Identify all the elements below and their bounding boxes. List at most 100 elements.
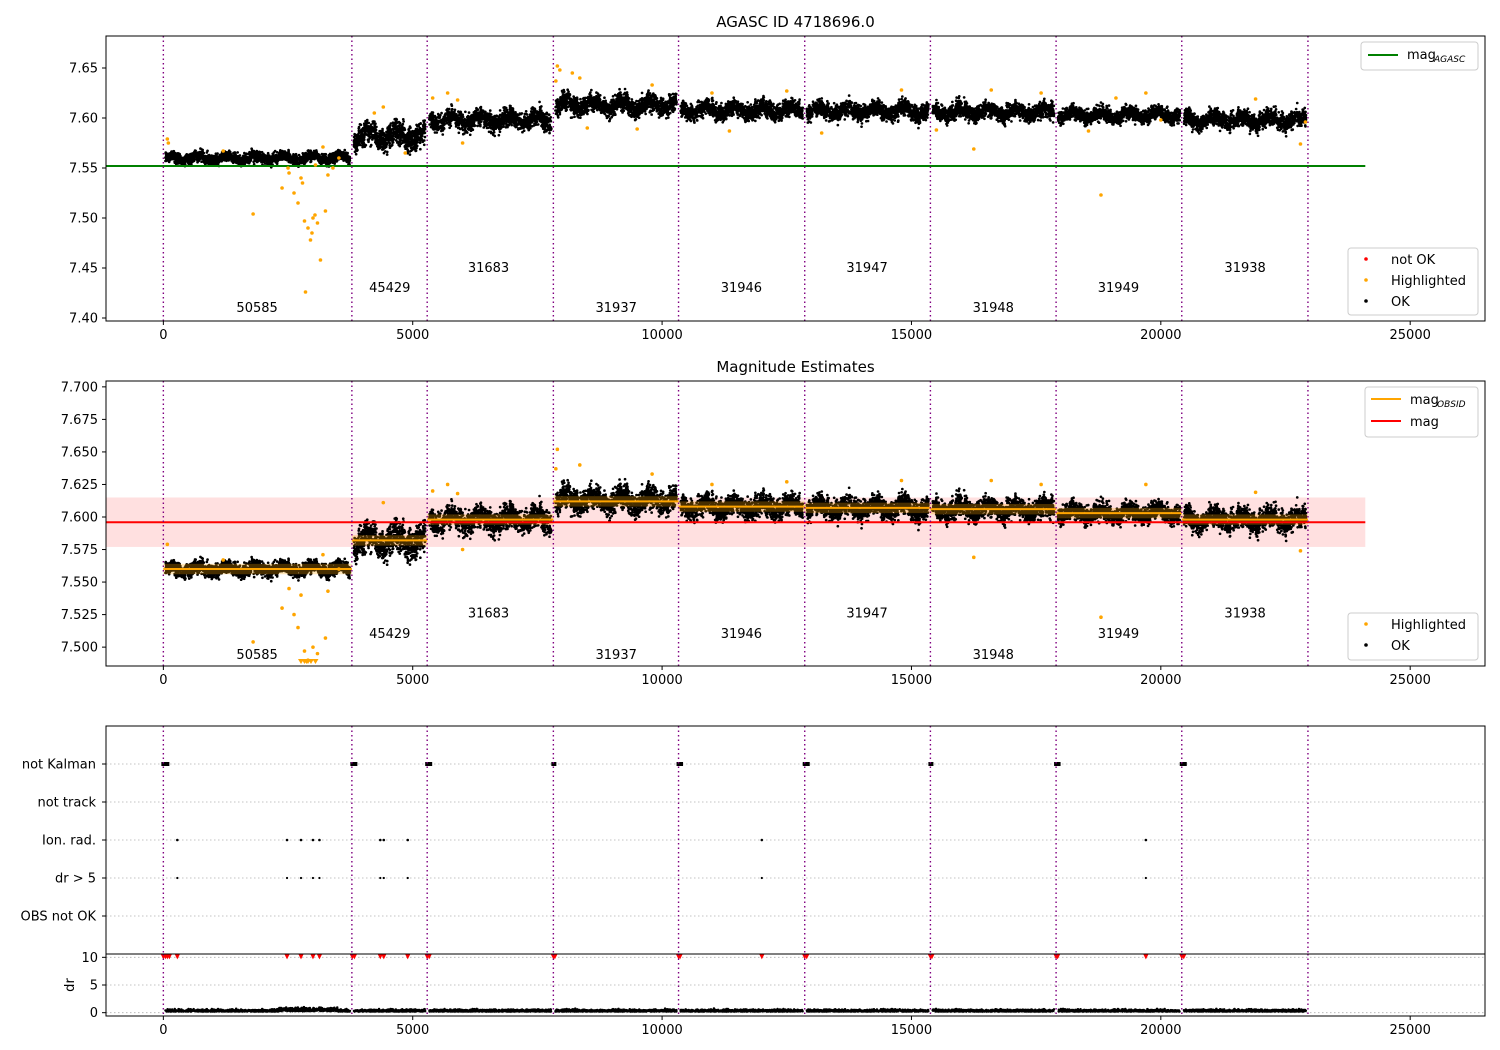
highlighted-point: [302, 219, 307, 223]
highlighted-point: [372, 111, 377, 115]
highlighted-point: [299, 176, 303, 180]
dr-clipped-marker: [1181, 954, 1187, 960]
highlighted-point: [1099, 615, 1103, 619]
x-tick-label: 10000: [641, 1023, 682, 1038]
x-tick-label: 25000: [1390, 328, 1431, 343]
axes-frame: [105, 380, 1486, 667]
dr-clipped-marker: [552, 954, 558, 960]
panel-magnitude-vs-time: AGASC ID 4718696.0 50585 45429 31683 31937 31…: [69, 13, 1486, 343]
not-kalman-mark: [164, 762, 170, 766]
highlighted-point: [635, 127, 639, 131]
ion-rad-mark: [176, 838, 179, 842]
highlighted-point: [1099, 193, 1103, 197]
highlighted-point: [989, 478, 994, 483]
y-tick-label: 10: [81, 951, 98, 966]
ion-rad-mark: [311, 838, 315, 842]
ion-rad-mark: [379, 838, 382, 842]
highlighted-point: [311, 216, 315, 220]
highlighted-point: [280, 186, 284, 190]
highlighted-point: [313, 213, 317, 217]
highlighted-point: [221, 558, 226, 562]
dr-gt5-mark: [406, 876, 409, 880]
not-kalman-mark: [1181, 762, 1187, 766]
obsid-label: 31938: [1224, 606, 1265, 621]
highlighted-point: [296, 201, 300, 205]
highlighted-point: [251, 212, 255, 216]
not-kalman-mark: [427, 762, 433, 766]
highlighted-point: [337, 156, 341, 160]
highlighted-point: [326, 589, 330, 593]
y-tick-label: 7.45: [69, 262, 98, 277]
legend-label: Highlighted: [1391, 274, 1466, 289]
dr-axis-label: dr: [63, 978, 78, 992]
highlighted-point: [445, 91, 450, 95]
highlighted-point: [554, 79, 558, 83]
dr-gt5-mark: [285, 876, 289, 880]
ion-rad-mark: [318, 838, 321, 842]
not-kalman-mark: [352, 762, 358, 766]
obsid-label: 31938: [1224, 261, 1265, 276]
highlighted-point: [899, 88, 904, 92]
highlighted-point: [292, 612, 296, 617]
legend-subscript: OBSID: [1437, 400, 1466, 410]
highlighted-point: [784, 89, 789, 93]
x-tick-label: 15000: [891, 1023, 932, 1038]
not-kalman-mark: [1055, 762, 1061, 766]
highlighted-point: [710, 91, 714, 95]
ion-rad-mark: [760, 838, 764, 842]
obsid-label: 45429: [369, 281, 410, 296]
highlighted-point: [650, 83, 654, 87]
dr-clipped-marker: [381, 954, 387, 960]
x-tick-label: 0: [159, 1023, 167, 1038]
highlighted-point: [555, 447, 560, 452]
highlighted-point: [710, 482, 714, 487]
highlighted-point: [650, 472, 654, 476]
highlighted-point: [313, 163, 318, 167]
highlighted-point: [1253, 490, 1258, 495]
x-tick-label: 15000: [891, 673, 932, 688]
highlighted-point: [302, 649, 307, 653]
dr-clipped-marker: [298, 954, 304, 960]
obsid-label: 50585: [236, 301, 277, 316]
highlighted-point: [1086, 129, 1091, 133]
flag-row-label: dr > 5: [55, 872, 96, 887]
obsid-label: 50585: [236, 648, 277, 663]
dr-gt5-mark: [1144, 876, 1147, 880]
highlighted-point: [251, 640, 255, 644]
highlighted-point: [280, 606, 284, 610]
y-tick-label: 7.650: [61, 445, 98, 460]
dr-gt5-mark: [311, 876, 315, 880]
highlighted-point: [308, 238, 313, 242]
ion-rad-mark: [1144, 838, 1148, 842]
highlighted-point: [292, 191, 296, 195]
dr-gt5-mark: [318, 876, 321, 880]
dr-points: [164, 1005, 1308, 1013]
obsid-label: 45429: [369, 627, 410, 642]
dr-clipped-marker: [405, 954, 411, 960]
dr-gt5-mark: [382, 876, 385, 880]
highlighted-point: [300, 181, 305, 185]
dr-gt5-mark: [176, 876, 179, 880]
dr-gt5-mark: [299, 876, 303, 880]
highlighted-point: [165, 542, 170, 547]
y-tick-label: 7.65: [69, 62, 98, 77]
highlighted-point: [577, 463, 582, 467]
legend-label: not OK: [1391, 253, 1436, 268]
obsid-label: 31946: [721, 627, 762, 642]
highlighted-point: [326, 173, 330, 177]
legend-box: [1360, 41, 1479, 71]
highlighted-point: [989, 88, 994, 92]
highlighted-point: [315, 221, 320, 225]
highlighted-point: [287, 171, 291, 175]
legend-subscript: AGASC: [1433, 55, 1466, 65]
highlighted-point: [318, 258, 323, 262]
highlighted-point: [323, 209, 328, 213]
x-tick-label: 5000: [396, 328, 429, 343]
dr-clipped-marker: [284, 954, 290, 960]
y-tick-label: 5: [90, 979, 98, 994]
dr-gt5-mark: [760, 876, 763, 880]
highlighted-point: [1159, 118, 1163, 122]
dr-clipped-marker: [377, 954, 383, 960]
highlighted-point: [287, 586, 291, 591]
